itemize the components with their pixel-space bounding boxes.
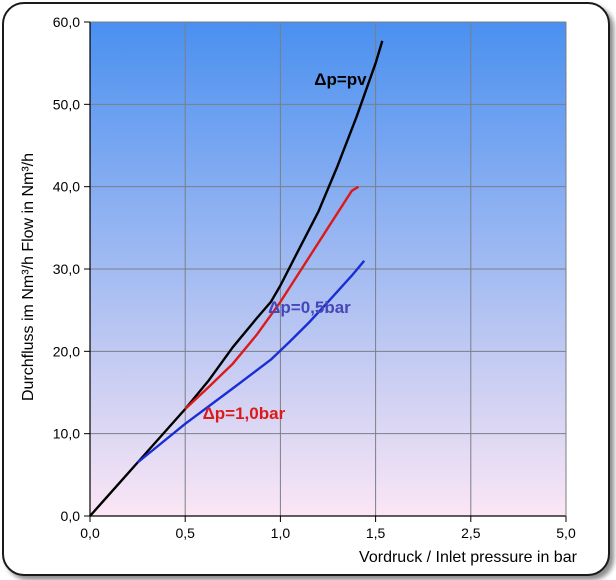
y-tick-label: 60,0 bbox=[53, 14, 80, 30]
series-lines bbox=[89, 40, 384, 517]
y-tick-label: 10,0 bbox=[53, 426, 80, 442]
series-labels: Δp=pv Δp=1,0bar Δp=0,5bar bbox=[203, 70, 368, 423]
y-tick-label: 50,0 bbox=[53, 96, 80, 112]
x-tick-label: 0,5 bbox=[175, 525, 195, 541]
x-tick-label: 1,0 bbox=[271, 525, 291, 541]
x-tick-label: 0,0 bbox=[80, 525, 100, 541]
series-line-2 bbox=[136, 260, 366, 464]
axes bbox=[84, 21, 567, 522]
y-tick-label: 30,0 bbox=[53, 261, 80, 277]
series-label-1: Δp=1,0bar bbox=[203, 404, 286, 423]
series-label-2: Δp=0,5bar bbox=[268, 298, 351, 317]
x-tick-label: 5,0 bbox=[556, 525, 576, 541]
x-tick-label: 2,5 bbox=[461, 525, 481, 541]
gridlines bbox=[90, 21, 567, 516]
y-tick-label: 40,0 bbox=[53, 179, 80, 195]
series-line-1 bbox=[184, 185, 360, 410]
y-tick-label: 20,0 bbox=[53, 343, 80, 359]
y-tick-label: 0,0 bbox=[61, 508, 81, 524]
series-label-0: Δp=pv bbox=[314, 70, 367, 89]
x-tick-label: 1,5 bbox=[366, 525, 386, 541]
x-axis-title: Vordruck / Inlet pressure in bar bbox=[359, 549, 578, 566]
tick-labels: 0,0 0,5 1,0 1,5 2,5 5,0 0,0 10,0 20,0 30,0 40,0 50,… bbox=[53, 14, 576, 541]
y-axis-title: Durchfluss im Nm³/h Flow in Nm³/h bbox=[20, 153, 37, 401]
